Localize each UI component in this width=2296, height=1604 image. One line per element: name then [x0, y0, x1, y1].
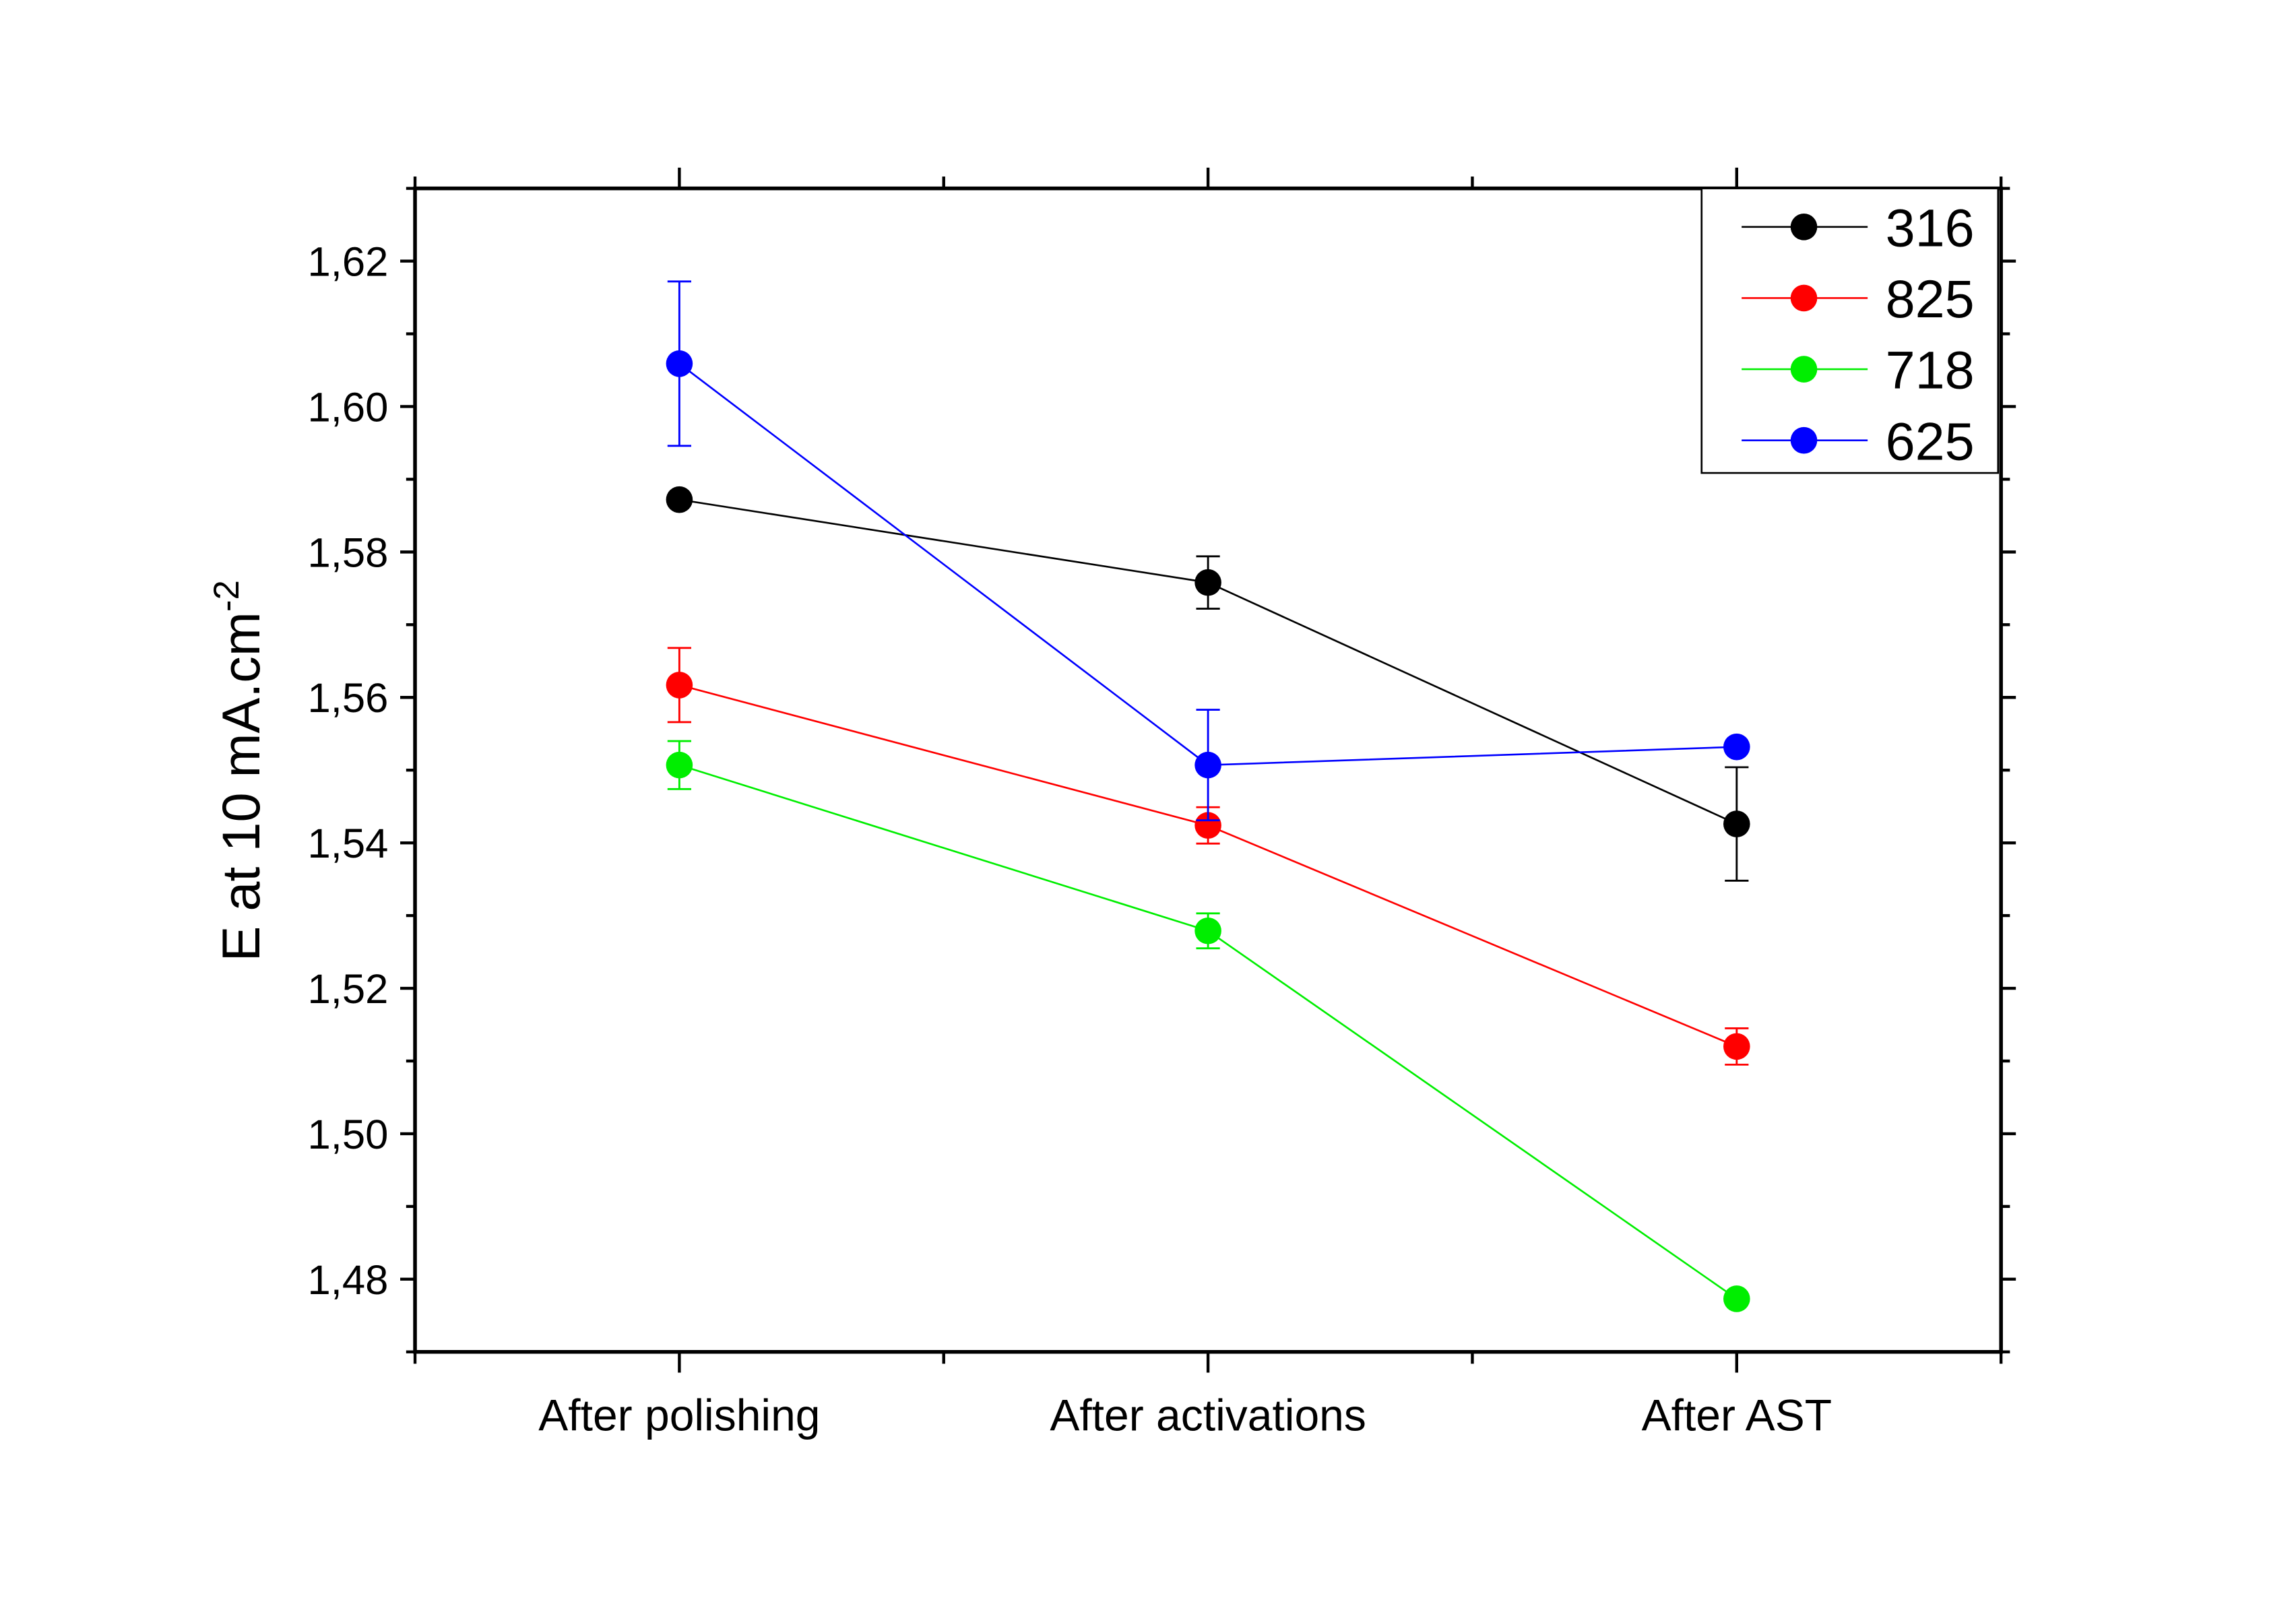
series-625: [666, 280, 1750, 822]
data-point: [1723, 1033, 1750, 1060]
legend: 316 825 718 625: [1700, 187, 2000, 474]
data-point: [1723, 1285, 1750, 1312]
series-825: [666, 647, 1750, 1066]
y-axis-label: E at 10 mA.cm-2: [207, 580, 271, 961]
data-point: [1194, 917, 1221, 944]
legend-marker: [1790, 356, 1818, 383]
y-tick-label: 1,50: [308, 1112, 389, 1158]
legend-label: 718: [1886, 340, 1975, 400]
data-point: [666, 350, 693, 377]
series-718: [666, 740, 1750, 1312]
series-layer: [666, 280, 1750, 1312]
data-point: [1194, 569, 1221, 596]
series-line: [678, 764, 1737, 1300]
data-point: [1194, 812, 1221, 839]
legend-marker: [1790, 426, 1818, 454]
y-tick-label: 1,62: [308, 239, 389, 286]
y-tick-label: 1,48: [308, 1257, 389, 1304]
series-316: [666, 486, 1750, 882]
data-point: [666, 672, 693, 699]
axes: 1,48 1,50 1,52 1,54 1,56 1,58 1,60 1,62 After po…: [308, 167, 2016, 1440]
legend-box: [1700, 187, 2000, 474]
legend-label: 625: [1886, 411, 1975, 471]
x-tick-label: After AST: [1642, 1390, 1832, 1440]
x-tick-label: After polishing: [538, 1390, 820, 1440]
legend-label: 825: [1886, 269, 1975, 329]
y-tick-label: 1,56: [308, 675, 389, 721]
data-point: [666, 486, 693, 513]
data-point: [1723, 810, 1750, 837]
data-point: [1723, 733, 1750, 761]
legend-label: 316: [1886, 197, 1975, 257]
data-point: [666, 751, 693, 779]
x-tick-label: After activations: [1050, 1390, 1366, 1440]
y-tick-label: 1,58: [308, 530, 389, 576]
y-tick-label: 1,54: [308, 821, 389, 867]
legend-marker: [1790, 214, 1818, 240]
y-tick-label: 1,60: [308, 384, 389, 430]
y-tick-label: 1,52: [308, 966, 389, 1013]
data-point: [1194, 751, 1221, 779]
legend-marker: [1790, 284, 1818, 312]
